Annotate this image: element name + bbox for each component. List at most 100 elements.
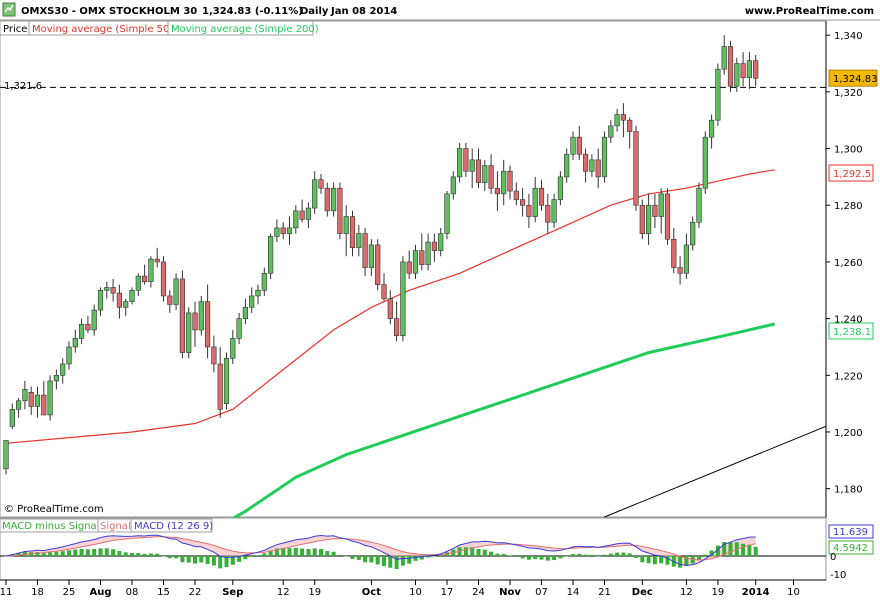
candle[interactable] <box>91 304 97 336</box>
candle[interactable] <box>488 154 494 194</box>
candle[interactable] <box>66 341 72 370</box>
candle[interactable] <box>658 188 664 234</box>
candle[interactable] <box>9 403 15 430</box>
candle[interactable] <box>494 171 501 211</box>
candle[interactable] <box>501 159 507 206</box>
candle[interactable] <box>627 117 633 149</box>
candle[interactable] <box>589 154 595 177</box>
candle[interactable] <box>22 380 28 410</box>
candle[interactable] <box>482 159 488 192</box>
candle[interactable] <box>551 193 557 228</box>
candle[interactable] <box>564 148 570 183</box>
candle[interactable] <box>526 193 532 228</box>
candle[interactable] <box>280 222 286 240</box>
candle[interactable] <box>299 199 305 223</box>
candle[interactable] <box>368 239 375 277</box>
candle[interactable] <box>41 380 47 416</box>
candle[interactable] <box>312 171 318 214</box>
candle[interactable] <box>645 193 652 245</box>
candle[interactable] <box>148 256 154 288</box>
candle[interactable] <box>614 108 620 132</box>
ma50-line[interactable] <box>5 169 775 444</box>
candle[interactable] <box>727 40 734 92</box>
candle[interactable] <box>286 216 293 245</box>
candle[interactable] <box>576 125 582 160</box>
candle[interactable] <box>734 57 740 92</box>
candle[interactable] <box>740 52 746 87</box>
candle[interactable] <box>85 315 91 333</box>
candle[interactable] <box>97 287 104 316</box>
candle[interactable] <box>425 233 431 271</box>
candle[interactable] <box>142 264 148 285</box>
candle[interactable] <box>444 191 450 240</box>
candle[interactable] <box>274 219 280 243</box>
candle[interactable] <box>223 352 230 410</box>
candle[interactable] <box>419 233 425 271</box>
candle[interactable] <box>746 52 752 90</box>
candle[interactable] <box>343 205 349 257</box>
candle[interactable] <box>337 182 343 240</box>
candle[interactable] <box>400 256 406 342</box>
candle[interactable] <box>349 210 356 257</box>
candle[interactable] <box>123 298 129 316</box>
candle[interactable] <box>570 131 576 160</box>
candle[interactable] <box>79 318 85 345</box>
candle[interactable] <box>690 216 696 251</box>
candle[interactable] <box>463 142 469 177</box>
legend-ma200[interactable]: Moving average (Simple 200) <box>167 20 319 36</box>
candle[interactable] <box>236 312 242 345</box>
candle[interactable] <box>192 301 198 347</box>
candle[interactable] <box>154 247 160 268</box>
candle[interactable] <box>620 103 626 138</box>
candle[interactable] <box>387 290 393 325</box>
candle[interactable] <box>708 114 715 149</box>
candle[interactable] <box>715 63 721 126</box>
candle[interactable] <box>702 131 708 194</box>
candle[interactable] <box>267 233 274 279</box>
legend-signal[interactable]: Signal <box>97 518 132 533</box>
candle[interactable] <box>545 193 551 234</box>
legend-macd-hist[interactable]: MACD minus Signal <box>0 518 99 533</box>
candle[interactable] <box>116 284 122 319</box>
candle[interactable] <box>60 358 66 384</box>
candle[interactable] <box>438 227 444 257</box>
candle[interactable] <box>513 182 519 206</box>
candle[interactable] <box>412 244 419 279</box>
candle[interactable] <box>721 35 727 75</box>
signal-line[interactable] <box>5 536 756 561</box>
candle[interactable] <box>608 120 614 143</box>
candle[interactable] <box>677 256 683 285</box>
candle[interactable] <box>519 188 526 217</box>
macd-line[interactable] <box>5 534 756 566</box>
trendline[interactable] <box>604 425 827 518</box>
candle[interactable] <box>261 267 267 296</box>
candle[interactable] <box>406 250 412 279</box>
candle[interactable] <box>532 176 538 223</box>
candle[interactable] <box>104 281 110 299</box>
candle[interactable] <box>664 188 671 245</box>
candle[interactable] <box>330 182 337 217</box>
candle[interactable] <box>601 131 608 183</box>
candle[interactable] <box>135 273 141 296</box>
candle[interactable] <box>167 290 173 313</box>
candle[interactable] <box>160 256 167 302</box>
candle[interactable] <box>173 273 179 311</box>
candle[interactable] <box>582 148 589 183</box>
candle[interactable] <box>557 171 563 206</box>
candle[interactable] <box>431 233 438 262</box>
candle[interactable] <box>249 287 255 313</box>
candle[interactable] <box>198 295 204 336</box>
candle[interactable] <box>652 193 658 228</box>
candle[interactable] <box>230 329 236 364</box>
candle[interactable] <box>242 298 249 325</box>
candle[interactable] <box>72 329 78 353</box>
legend-price[interactable]: Price <box>0 20 30 36</box>
candle[interactable] <box>381 273 387 302</box>
candle[interactable] <box>456 142 463 183</box>
candle[interactable] <box>595 148 601 189</box>
candle[interactable] <box>450 171 456 200</box>
candle[interactable] <box>28 386 34 415</box>
candle[interactable] <box>305 202 312 228</box>
ma200-line[interactable] <box>194 322 775 542</box>
legend-macd[interactable]: MACD (12 26 9) <box>130 518 213 533</box>
